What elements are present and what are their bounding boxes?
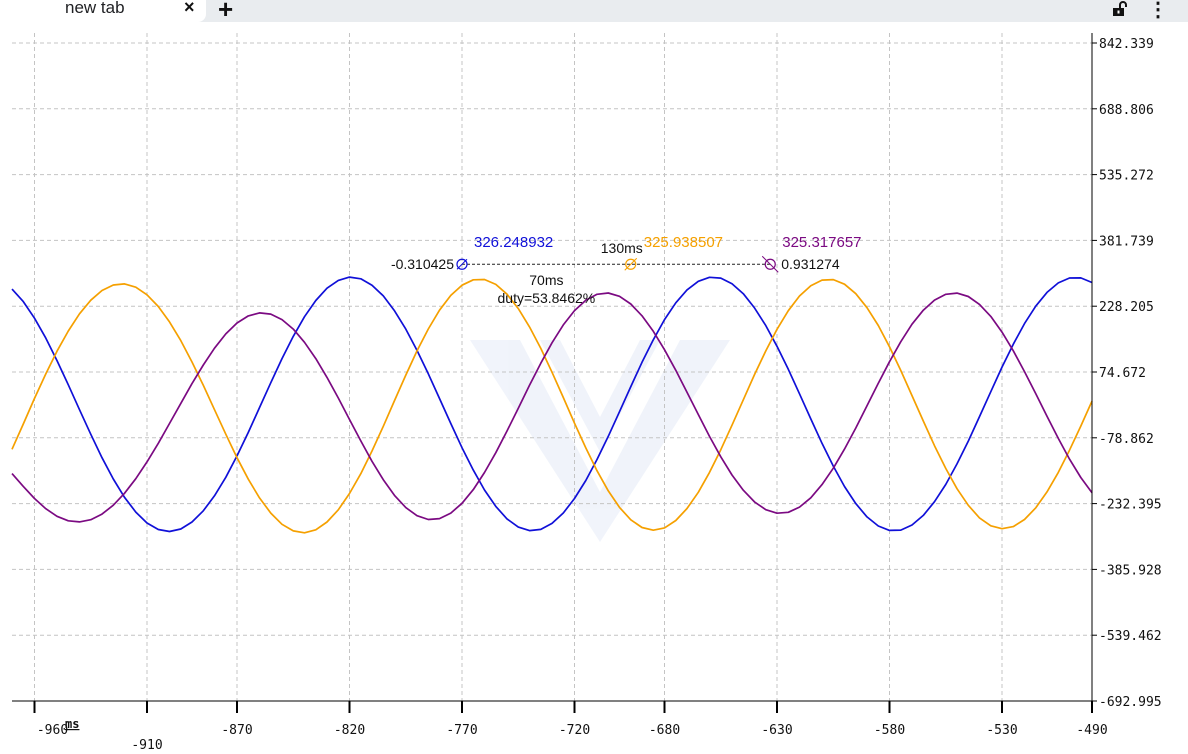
blue-value-label: 326.248932 [474,234,553,251]
y-tick-label: 74.672 [1099,366,1146,381]
x-tick-label: -630 [761,723,792,738]
marker-blue-tick [456,258,468,270]
marker-purple [764,258,776,270]
y-tick-label: 381.739 [1099,234,1154,249]
marker-orange-tick [624,257,638,271]
x-tick-label: -580 [874,723,905,738]
y-tick-label: 688.806 [1099,103,1154,118]
x-tick-label: -490 [1076,723,1107,738]
left-value-label: -0.310425 [391,256,454,272]
new-tab-icon[interactable]: + [218,0,234,24]
unlock-icon[interactable] [1111,1,1127,17]
x-tick-label: -530 [986,723,1017,738]
browser-tab-bar: new tab × + ⋮ [0,0,1188,24]
duty-label: duty=53.8462% [498,290,596,306]
right-value-label: 0.931274 [781,256,840,272]
browser-tab[interactable]: new tab × [0,0,206,22]
orange-value-label: 325.938507 [644,234,723,251]
inner-label: 70ms [529,272,563,288]
series-line [11,292,1093,523]
series-line [11,278,1093,534]
watermark-logo [470,340,730,542]
y-tick-label: -692.995 [1099,695,1162,710]
x-tick-label: -820 [334,723,365,738]
span-label: 130ms [601,240,643,256]
x-unit-label: ms [65,717,79,731]
y-tick-label: 535.272 [1099,169,1154,184]
close-tab-icon[interactable]: × [184,0,195,17]
purple-value-label: 325.317657 [782,234,861,251]
x-tick-label: -680 [649,723,680,738]
y-tick-label: 842.339 [1099,37,1154,52]
marker-blue [456,258,468,270]
x-tick-label: -960 [37,723,68,738]
series-line [11,276,1093,533]
y-tick-label: -78.862 [1099,432,1154,447]
y-tick-label: -385.928 [1099,563,1162,578]
marker-orange [625,258,637,270]
x-tick-label: -910 [131,738,162,753]
x-tick-label: -870 [221,723,252,738]
y-tick-label: -539.462 [1099,629,1162,644]
y-tick-label: 228.205 [1099,300,1154,315]
x-tick-label: -720 [559,723,590,738]
x-tick-label: -770 [446,723,477,738]
tab-title: new tab [65,0,125,17]
y-tick-label: -232.395 [1099,498,1162,513]
menu-icon[interactable]: ⋮ [1148,0,1168,21]
marker-purple-tick [761,255,779,273]
waveform-chart: 842.339 688.806 535.272 381.739 228.205 74.67… [11,33,1162,753]
